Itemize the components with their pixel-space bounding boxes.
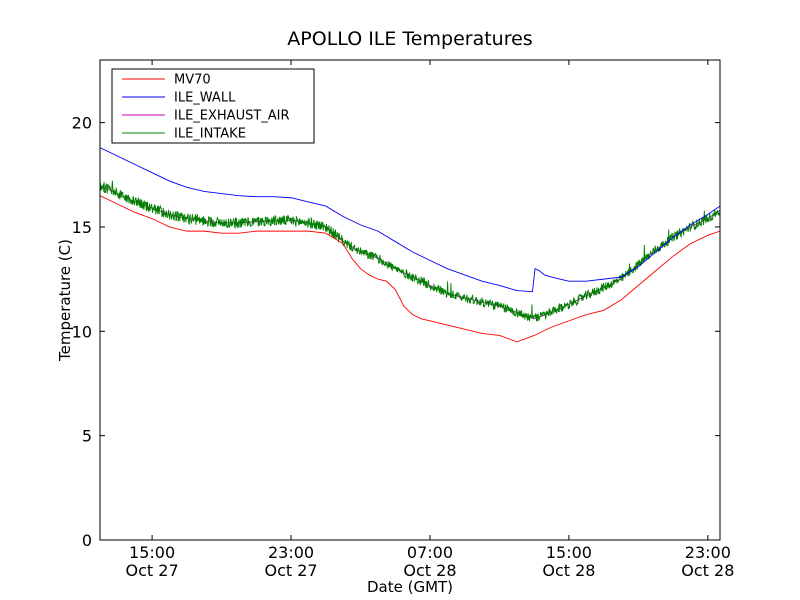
series-layer: [100, 147, 720, 343]
legend: MV70 ILE_WALL ILE_EXHAUST_AIR ILE_INTAKE: [111, 68, 315, 144]
legend-entry-label: MV70: [174, 73, 211, 88]
x-tick-time-label: 07:00: [407, 543, 453, 562]
x-axis-label: Date (GMT): [367, 578, 453, 596]
x-tick-time-label: 23:00: [268, 543, 314, 562]
plot-area-frame: [99, 59, 721, 541]
series-line-ile-wall: [100, 147, 720, 293]
x-tick-date-label: Oct 27: [126, 561, 179, 580]
series-line-ile-intake: [100, 180, 720, 322]
x-tick-date-label: Oct 27: [264, 561, 317, 580]
x-tick-date-label: Oct 28: [403, 561, 456, 580]
y-tick-label: 15: [72, 218, 92, 237]
chart-title: APOLLO ILE Temperatures: [287, 28, 532, 50]
x-tick-date-label: Oct 28: [542, 561, 595, 580]
legend-entry-label: ILE_WALL: [174, 91, 236, 106]
x-tick-date-label: Oct 28: [681, 561, 734, 580]
y-tick-label: 20: [72, 114, 92, 133]
y-tick-label: 10: [72, 322, 92, 341]
legend-box: [111, 68, 315, 144]
y-tick-label: 5: [82, 427, 92, 446]
x-tick-time-label: 15:00: [546, 543, 592, 562]
y-tick-label: 0: [82, 531, 92, 550]
x-tick-time-label: 15:00: [129, 543, 175, 562]
legend-entry-label: ILE_INTAKE: [174, 127, 246, 142]
legend-entry-label: ILE_EXHAUST_AIR: [174, 109, 290, 124]
y-axis: 0 5 10 15 20: [72, 114, 720, 550]
x-tick-time-label: 23:00: [685, 543, 731, 562]
series-line-mv70: [100, 195, 720, 343]
y-axis-label: Temperature (C): [56, 239, 74, 362]
